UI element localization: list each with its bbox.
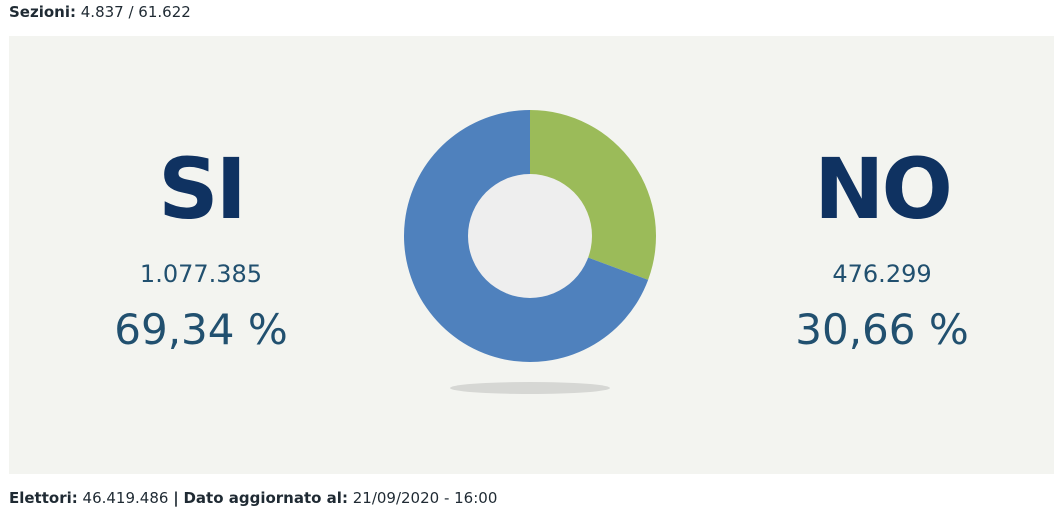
chart-shadow — [450, 382, 610, 394]
footer-line: Elettori: 46.419.486 | Dato aggiornato a… — [9, 489, 497, 507]
si-votes: 1.077.385 — [139, 260, 263, 288]
sections-value: 4.837 / 61.622 — [80, 3, 191, 21]
no-votes: 476.299 — [832, 260, 932, 288]
si-percent: 69,34 % — [114, 305, 288, 354]
updated-value: 21/09/2020 - 16:00 — [352, 489, 498, 507]
no-label: NO — [814, 140, 953, 238]
sections-label: Sezioni: — [9, 3, 76, 21]
sections-line: Sezioni: 4.837 / 61.622 — [9, 3, 191, 21]
si-block: SI 1.077.385 69,34 % — [36, 144, 366, 354]
no-percent: 30,66 % — [795, 305, 969, 354]
si-label: SI — [158, 140, 247, 238]
electors-label: Elettori: — [9, 489, 78, 507]
donut-chart — [404, 110, 656, 394]
electors-value: 46.419.486 — [82, 489, 169, 507]
donut-hole — [468, 174, 592, 298]
updated-label: Dato aggiornato al: — [183, 489, 348, 507]
footer-separator: | — [173, 489, 179, 507]
no-block: NO 476.299 30,66 % — [717, 144, 1047, 354]
results-panel: SI 1.077.385 69,34 % NO 476.299 30,66 % — [9, 36, 1054, 474]
